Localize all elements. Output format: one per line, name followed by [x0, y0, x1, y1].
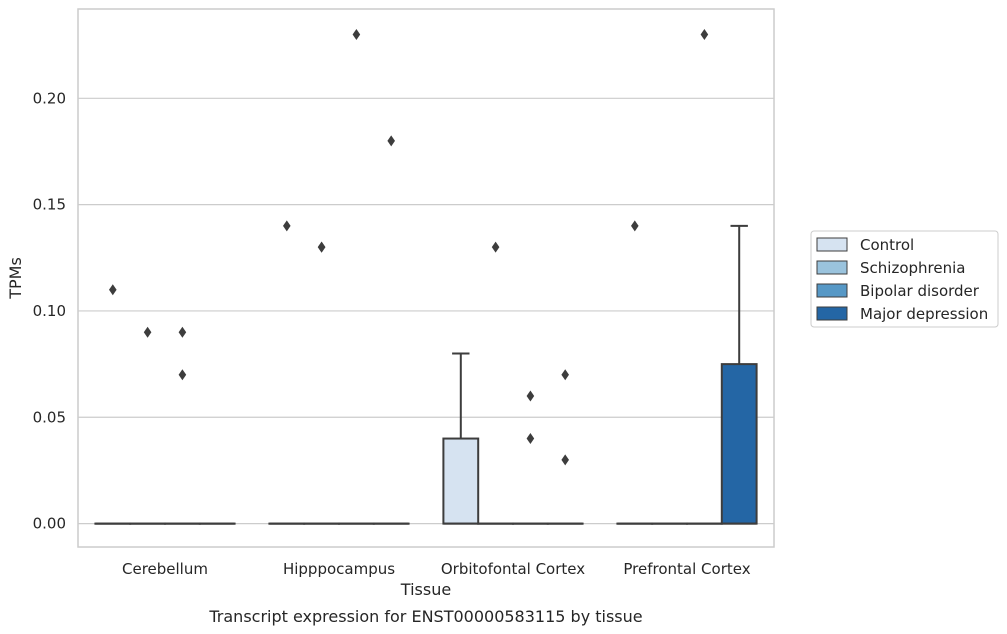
outlier-point: [561, 369, 569, 381]
y-tick-label: 0.10: [33, 302, 66, 320]
x-tick-label: Orbitofontal Cortex: [441, 560, 585, 578]
outlier-point: [526, 390, 535, 402]
box-series-group: [94, 224, 758, 525]
box-control: [442, 352, 480, 525]
legend-label: Schizophrenia: [860, 259, 965, 277]
chart-caption: Transcript expression for ENST0000058311…: [208, 607, 642, 626]
outlier-point: [700, 29, 709, 41]
legend-frame: [810, 230, 999, 328]
x-tick-label: Cerebellum: [122, 560, 208, 578]
box-body: [442, 437, 480, 525]
legend-swatch: [816, 283, 848, 298]
legend-swatch: [816, 306, 848, 321]
outlier-point: [387, 135, 395, 147]
outlier-point: [109, 284, 117, 296]
y-tick-label: 0.05: [33, 408, 66, 426]
y-axis-ticks: 0.00 0.05 0.10 0.15 0.20: [33, 89, 66, 532]
outlier-point: [352, 29, 361, 41]
grid-lines: [78, 97, 774, 525]
legend-swatch: [816, 237, 848, 252]
y-tick-label: 0.20: [33, 89, 66, 107]
outlier-point: [561, 454, 569, 466]
legend-label: Control: [860, 236, 914, 254]
legend-label: Bipolar disorder: [860, 282, 980, 300]
outlier-point: [631, 220, 639, 232]
x-axis-ticks: Cerebellum Hipppocampus Orbitofontal Corte…: [122, 560, 751, 578]
outlier-point: [178, 326, 187, 338]
y-tick-label: 0.15: [33, 196, 66, 214]
legend-label: Major depression: [860, 305, 988, 323]
box-body: [720, 363, 758, 525]
outlier-point: [526, 433, 535, 445]
outlier-point: [317, 241, 326, 253]
outlier-point: [491, 241, 500, 253]
x-tick-label: Prefrontal Cortex: [623, 560, 750, 578]
outlier-points: [109, 29, 709, 466]
plot-frame: [77, 8, 775, 548]
box-major-depression: [720, 224, 758, 525]
y-tick-label: 0.00: [33, 515, 66, 533]
outlier-point: [143, 326, 152, 338]
x-tick-label: Hipppocampus: [283, 560, 395, 578]
y-axis-title: TPMs: [6, 257, 25, 300]
outlier-point: [178, 369, 187, 381]
legend: Control Schizophrenia Bipolar disorder Majo…: [810, 230, 999, 328]
legend-swatch: [816, 260, 848, 275]
x-axis-title: Tissue: [400, 580, 451, 599]
outlier-point: [283, 220, 291, 232]
